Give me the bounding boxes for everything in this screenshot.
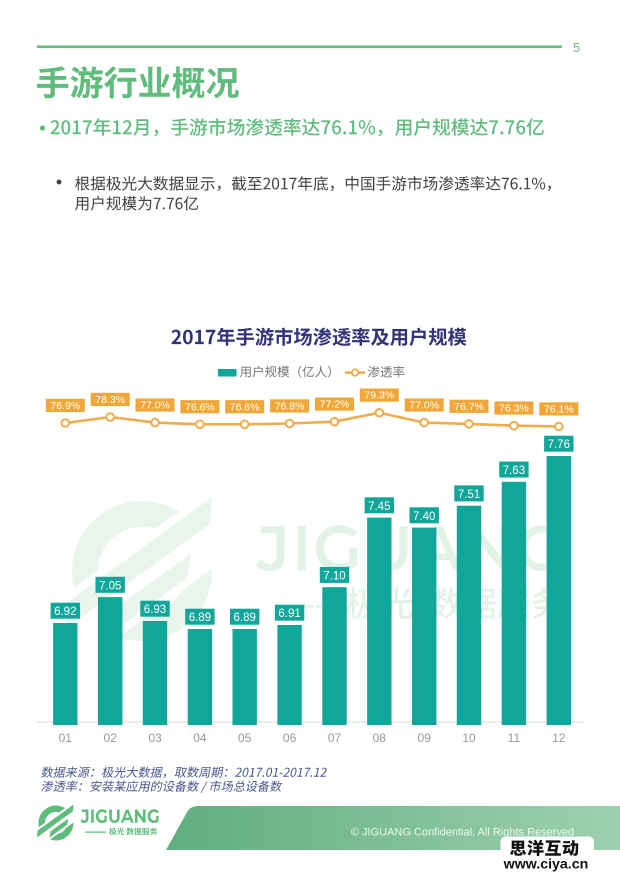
svg-text:76.7%: 76.7% [454,401,484,413]
svg-text:06: 06 [283,731,297,745]
svg-text:07: 07 [328,731,342,745]
svg-text:6.91: 6.91 [278,608,300,620]
svg-text:7.10: 7.10 [323,570,345,582]
svg-text:76.3%: 76.3% [499,403,529,415]
svg-text:6.93: 6.93 [144,604,166,616]
svg-text:7.40: 7.40 [413,511,435,523]
svg-text:05: 05 [238,731,252,745]
svg-text:© JIGUANG Confidential. All Ri: © JIGUANG Confidential. All Rights Reser… [351,827,574,839]
svg-text:03: 03 [148,731,162,745]
svg-text:77.0%: 77.0% [409,400,439,412]
svg-text:6.89: 6.89 [234,612,256,624]
svg-text:78.3%: 78.3% [95,394,125,406]
svg-text:7.76: 7.76 [548,439,570,451]
svg-text:76.1%: 76.1% [544,404,574,416]
svg-text:77.0%: 77.0% [140,400,170,412]
svg-text:04: 04 [193,731,207,745]
svg-text:77.2%: 77.2% [320,399,350,411]
svg-text:12: 12 [552,731,566,745]
svg-text:7.45: 7.45 [368,501,390,513]
svg-text:02: 02 [104,731,118,745]
svg-text:09: 09 [418,731,432,745]
svg-text:01: 01 [59,731,73,745]
svg-text:08: 08 [373,731,387,745]
svg-text:76.8%: 76.8% [275,401,305,413]
svg-text:11: 11 [508,731,521,745]
svg-text:76.6%: 76.6% [185,401,215,413]
svg-text:7.51: 7.51 [458,489,480,501]
svg-text:76.9%: 76.9% [50,400,80,412]
svg-text:10: 10 [462,731,476,745]
svg-text:6.89: 6.89 [189,612,211,624]
svg-text:7.05: 7.05 [99,580,121,592]
svg-text:www.ciya.cn: www.ciya.cn [503,857,589,873]
svg-text:7.63: 7.63 [503,465,525,477]
svg-text:76.6%: 76.6% [230,401,260,413]
svg-text:6.92: 6.92 [54,606,76,618]
svg-text:5: 5 [573,40,580,55]
svg-text:79.3%: 79.3% [364,390,394,402]
